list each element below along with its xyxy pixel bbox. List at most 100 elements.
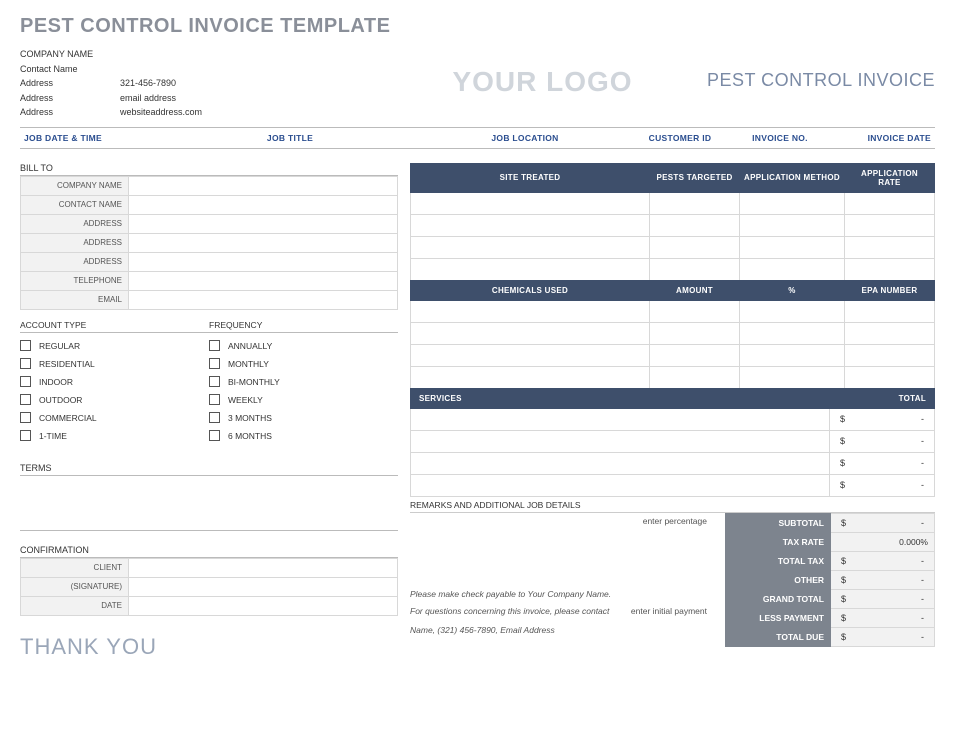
service-total-cell[interactable]: $-: [830, 474, 935, 496]
checkbox-icon[interactable]: [20, 412, 31, 423]
amount-cell[interactable]: [650, 344, 740, 366]
th-total: TOTAL: [830, 388, 935, 408]
site-cell[interactable]: [411, 258, 650, 280]
total-value[interactable]: $-: [831, 589, 935, 608]
service-cell[interactable]: [411, 430, 830, 452]
total-value[interactable]: $-: [831, 551, 935, 570]
billto-input[interactable]: [129, 271, 398, 290]
checkbox-icon[interactable]: [20, 340, 31, 351]
checkbox-icon[interactable]: [209, 340, 220, 351]
option-label: 6 MONTHS: [228, 431, 272, 441]
frequency-option[interactable]: ANNUALLY: [209, 337, 398, 355]
job-header-row: JOB DATE & TIME JOB TITLE JOB LOCATION C…: [20, 127, 935, 149]
epa-cell[interactable]: [845, 366, 935, 388]
checkbox-icon[interactable]: [20, 358, 31, 369]
frequency-option[interactable]: BI-MONTHLY: [209, 373, 398, 391]
billto-input[interactable]: [129, 233, 398, 252]
total-value[interactable]: $-: [831, 608, 935, 627]
frequency-option[interactable]: 6 MONTHS: [209, 427, 398, 445]
method-cell[interactable]: [740, 192, 845, 214]
service-total-cell[interactable]: $-: [830, 452, 935, 474]
checkbox-icon[interactable]: [20, 376, 31, 387]
th-pests: PESTS TARGETED: [650, 163, 740, 192]
terms-body[interactable]: [20, 476, 398, 531]
chem-cell[interactable]: [411, 366, 650, 388]
account-type-option[interactable]: OUTDOOR: [20, 391, 209, 409]
amount-cell[interactable]: [650, 322, 740, 344]
rate-cell[interactable]: [845, 236, 935, 258]
checkbox-icon[interactable]: [20, 430, 31, 441]
frequency-option[interactable]: 3 MONTHS: [209, 409, 398, 427]
percent-cell[interactable]: [740, 344, 845, 366]
confirm-input[interactable]: [129, 558, 398, 577]
method-cell[interactable]: [740, 236, 845, 258]
rate-cell[interactable]: [845, 192, 935, 214]
chem-cell[interactable]: [411, 300, 650, 322]
site-cell[interactable]: [411, 192, 650, 214]
epa-cell[interactable]: [845, 300, 935, 322]
chemicals-table: CHEMICALS USED AMOUNT % EPA NUMBER: [410, 280, 935, 389]
right-column: SITE TREATED PESTS TARGETED APPLICATION …: [410, 163, 935, 660]
pests-cell[interactable]: [650, 192, 740, 214]
chem-cell[interactable]: [411, 344, 650, 366]
checkbox-icon[interactable]: [209, 412, 220, 423]
epa-cell[interactable]: [845, 322, 935, 344]
pests-cell[interactable]: [650, 258, 740, 280]
confirm-label: DATE: [21, 596, 129, 615]
frequency-option[interactable]: MONTHLY: [209, 355, 398, 373]
confirm-input[interactable]: [129, 596, 398, 615]
method-cell[interactable]: [740, 214, 845, 236]
billto-input[interactable]: [129, 214, 398, 233]
th-site: SITE TREATED: [411, 163, 650, 192]
addr-value-1: email address: [120, 92, 176, 106]
service-total-cell[interactable]: $-: [830, 408, 935, 430]
checkbox-icon[interactable]: [209, 394, 220, 405]
rate-cell[interactable]: [845, 214, 935, 236]
billto-input[interactable]: [129, 252, 398, 271]
amount-cell[interactable]: [650, 300, 740, 322]
percent-cell[interactable]: [740, 322, 845, 344]
option-label: ANNUALLY: [228, 341, 272, 351]
billto-input[interactable]: [129, 195, 398, 214]
checkbox-icon[interactable]: [20, 394, 31, 405]
percent-cell[interactable]: [740, 300, 845, 322]
account-type-option[interactable]: COMMERCIAL: [20, 409, 209, 427]
billto-input[interactable]: [129, 176, 398, 195]
epa-cell[interactable]: [845, 344, 935, 366]
site-cell[interactable]: [411, 214, 650, 236]
pests-cell[interactable]: [650, 214, 740, 236]
th-amount: AMOUNT: [650, 280, 740, 300]
service-cell[interactable]: [411, 452, 830, 474]
service-total-cell[interactable]: $-: [830, 430, 935, 452]
service-cell[interactable]: [411, 474, 830, 496]
checkbox-icon[interactable]: [209, 376, 220, 387]
percent-cell[interactable]: [740, 366, 845, 388]
account-type-option[interactable]: REGULAR: [20, 337, 209, 355]
total-label: LESS PAYMENT: [726, 608, 831, 627]
document-title: PEST CONTROL INVOICE TEMPLATE: [20, 15, 935, 38]
total-value[interactable]: $-: [831, 570, 935, 589]
method-cell[interactable]: [740, 258, 845, 280]
service-cell[interactable]: [411, 408, 830, 430]
addr-label-2: Address: [20, 106, 120, 120]
site-cell[interactable]: [411, 236, 650, 258]
total-value[interactable]: $-: [831, 627, 935, 646]
th-chem: CHEMICALS USED: [411, 280, 650, 300]
total-value[interactable]: $-: [831, 513, 935, 532]
amount-cell[interactable]: [650, 366, 740, 388]
checkbox-icon[interactable]: [209, 358, 220, 369]
pests-cell[interactable]: [650, 236, 740, 258]
chem-cell[interactable]: [411, 322, 650, 344]
total-label: TOTAL DUE: [726, 627, 831, 646]
account-type-option[interactable]: INDOOR: [20, 373, 209, 391]
checkbox-icon[interactable]: [209, 430, 220, 441]
confirm-label: (SIGNATURE): [21, 577, 129, 596]
frequency-option[interactable]: WEEKLY: [209, 391, 398, 409]
billto-input[interactable]: [129, 290, 398, 309]
option-label: RESIDENTIAL: [39, 359, 95, 369]
account-type-option[interactable]: 1-TIME: [20, 427, 209, 445]
rate-cell[interactable]: [845, 258, 935, 280]
account-type-option[interactable]: RESIDENTIAL: [20, 355, 209, 373]
total-value[interactable]: 0.000%: [831, 532, 935, 551]
confirm-input[interactable]: [129, 577, 398, 596]
